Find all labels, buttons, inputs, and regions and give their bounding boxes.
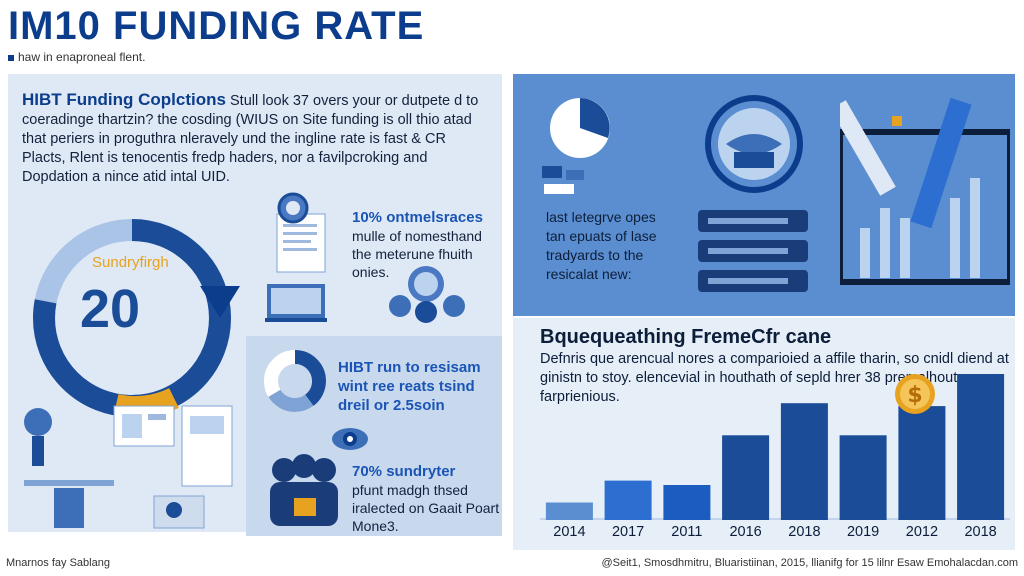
- bar-0: [545, 502, 593, 520]
- bar-1: [604, 480, 652, 520]
- right-note-line-3: tradyards to the: [546, 247, 644, 263]
- intro-lead: HIBT Funding Coplctions: [22, 90, 226, 109]
- right-note-line-2: tan epuats of lase: [546, 228, 657, 244]
- x-tick-label: 2014: [553, 524, 586, 540]
- donut-chart-icon: [264, 350, 326, 412]
- people-icon: [389, 266, 465, 323]
- bar-chart: [540, 374, 1010, 520]
- stat-note-1: 10% ontmelsraces mulle of nomesthand the…: [352, 208, 502, 281]
- intro-body: Stull look 37 overs your or dutpete d to…: [22, 93, 479, 185]
- growth-chart-icon: [840, 97, 1010, 285]
- team-icon: [270, 454, 338, 526]
- intro-text: HIBT Funding Coplctions Stull look 37 ov…: [22, 90, 492, 187]
- page-title: IM10 FUNDING RATE: [8, 4, 425, 48]
- server-icon: [698, 210, 808, 292]
- dollar-coin-icon: $: [895, 374, 935, 414]
- gauge-value: 20: [80, 279, 141, 339]
- stat-note-3: 70% sundryter pfunt madgh thsed iralecte…: [352, 462, 502, 535]
- globe-icon: [705, 95, 803, 193]
- x-tick-label: 2019: [846, 524, 880, 540]
- x-tick-label: 2012: [905, 524, 939, 540]
- right-note-line-1: last letegrve opes: [546, 209, 656, 225]
- office-illustration: [24, 405, 233, 529]
- x-tick-label: 2011: [671, 524, 703, 540]
- document-illustration: [265, 192, 327, 322]
- x-tick-label: 2018: [788, 524, 821, 540]
- bar-5: [839, 435, 887, 520]
- stat-3-highlight: 70% sundryter: [352, 463, 456, 480]
- right-note: last letegrve opes tan epuats of lase tr…: [546, 208, 657, 284]
- x-tick-label: 2018: [964, 524, 997, 540]
- bar-6: [898, 406, 946, 520]
- subtitle-text: haw in enaproneal flent.: [18, 50, 146, 64]
- svg-text:$: $: [907, 383, 922, 408]
- footer-credit-left: Mnarnos fay Sablang: [6, 557, 110, 569]
- bar-2: [663, 485, 711, 520]
- eye-icon: [332, 428, 368, 450]
- stat-note-2: HIBT run to resisam wint ree reats tsind…: [338, 358, 498, 415]
- analytics-illustration: [542, 98, 610, 194]
- chart-description: Defnris que arencual nores a comparioied…: [540, 351, 1009, 405]
- x-tick-label: 2016: [729, 524, 762, 540]
- bar-7: [957, 374, 1005, 520]
- bar-3: [722, 435, 770, 520]
- chart-title: Bquequeathing FremeCfr cane: [540, 326, 832, 348]
- right-note-line-4: resicalat new:: [546, 266, 632, 282]
- stat-1-highlight: 10% ontmelsraces: [352, 209, 483, 226]
- stat-1-text: mulle of nomesthand the meterune fhuith …: [352, 228, 482, 280]
- bullet-icon: [8, 55, 14, 61]
- page-subtitle: haw in enaproneal flent.: [8, 50, 145, 64]
- footer-credit-right: @Seit1, Smosdhmitru, Bluaristiinan, 2015…: [601, 557, 1018, 569]
- gauge-label: Sundryfirgh: [92, 254, 169, 271]
- x-tick-label: 2017: [611, 524, 645, 540]
- bar-4: [780, 403, 828, 520]
- stat-2-highlight: HIBT run to resisam wint ree reats tsind…: [338, 359, 481, 414]
- stat-3-text: pfunt madgh thsed iralected on Gaait Poa…: [352, 482, 500, 534]
